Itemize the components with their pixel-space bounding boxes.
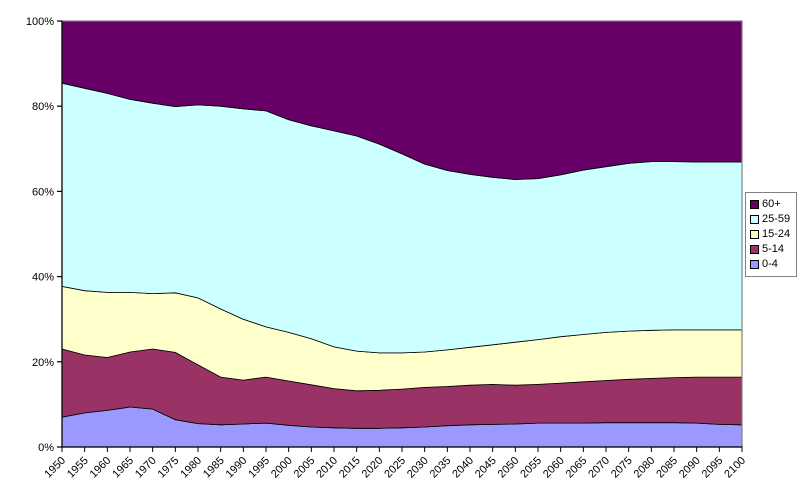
x-axis-label-2090: 2090 [677, 455, 703, 481]
legend-swatch-icon [750, 200, 759, 209]
x-axis-label-2070: 2070 [586, 455, 612, 481]
x-axis-label-2040: 2040 [450, 455, 476, 481]
x-axis-label-1950: 1950 [42, 455, 68, 481]
y-axis-label-0%: 0% [38, 442, 54, 454]
x-axis-label-1980: 1980 [178, 455, 204, 481]
legend-label: 60+ [762, 198, 781, 210]
y-axis-label-80%: 80% [32, 101, 54, 113]
x-axis-label-2035: 2035 [428, 455, 454, 481]
x-axis-label-2005: 2005 [292, 455, 318, 481]
x-axis-label-2100: 2100 [722, 455, 748, 481]
legend-swatch-icon [750, 260, 759, 269]
y-axis-label-60%: 60% [32, 186, 54, 198]
legend-swatch-icon [750, 230, 759, 239]
x-axis-label-2015: 2015 [337, 455, 363, 481]
x-axis-label-1985: 1985 [201, 455, 227, 481]
legend-swatch-icon [750, 245, 759, 254]
x-axis-label-1965: 1965 [110, 455, 136, 481]
x-axis-label-1970: 1970 [133, 455, 159, 481]
x-axis-label-2075: 2075 [609, 455, 635, 481]
legend-item-25-59: 25-59 [750, 212, 794, 227]
x-axis-label-2065: 2065 [564, 455, 590, 481]
x-axis-label-2030: 2030 [405, 455, 431, 481]
legend-item-60+: 60+ [750, 197, 794, 212]
x-axis-label-2095: 2095 [700, 455, 726, 481]
x-axis-label-2045: 2045 [473, 455, 499, 481]
x-axis-label-1960: 1960 [88, 455, 114, 481]
x-axis-label-2055: 2055 [518, 455, 544, 481]
x-axis-label-2060: 2060 [541, 455, 567, 481]
x-axis-label-1975: 1975 [156, 455, 182, 481]
x-axis-label-2050: 2050 [496, 455, 522, 481]
x-axis-label-2025: 2025 [382, 455, 408, 481]
x-axis-label-2080: 2080 [632, 455, 658, 481]
legend-label: 0-4 [762, 258, 778, 270]
legend-swatch-icon [750, 215, 759, 224]
legend-item-15-24: 15-24 [750, 227, 794, 242]
x-axis-label-2020: 2020 [360, 455, 386, 481]
y-axis-label-20%: 20% [32, 357, 54, 369]
x-axis-label-2000: 2000 [269, 455, 295, 481]
chart-legend: 60+ 25-59 15-24 5-14 0-4 [745, 192, 797, 277]
y-axis-label-100%: 100% [26, 16, 54, 28]
legend-label: 5-14 [762, 243, 785, 255]
x-axis-label-1990: 1990 [224, 455, 250, 481]
x-axis-label-1995: 1995 [246, 455, 272, 481]
legend-label: 15-24 [762, 228, 791, 240]
x-axis-label-2010: 2010 [314, 455, 340, 481]
y-axis-label-40%: 40% [32, 272, 54, 284]
legend-label: 25-59 [762, 213, 791, 225]
x-axis-label-2085: 2085 [654, 455, 680, 481]
legend-item-0-4: 0-4 [750, 257, 794, 272]
x-axis-label-1955: 1955 [65, 455, 91, 481]
legend-item-5-14: 5-14 [750, 242, 794, 257]
